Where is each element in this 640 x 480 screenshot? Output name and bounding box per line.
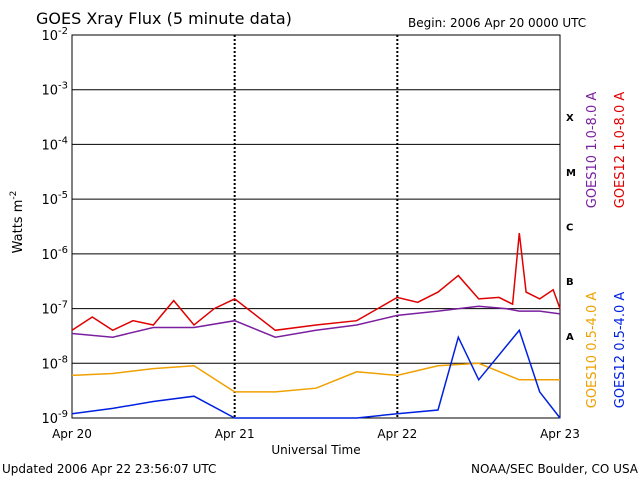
x-tick-label: Apr 23 xyxy=(540,427,580,441)
y-tick-labels: 10-2 10-3 10-4 10-5 10-6 10-7 10-8 10-9 xyxy=(41,26,68,427)
series-line xyxy=(72,330,560,418)
x-axis-label: Universal Time xyxy=(271,443,360,457)
chart-title: GOES Xray Flux (5 minute data) xyxy=(36,9,292,28)
y-tick-label: 10-4 xyxy=(41,135,68,153)
legend-entry: GOES10 0.5-4.0 A xyxy=(585,292,600,409)
y-tick-label: 10-9 xyxy=(41,409,68,427)
y-axis-label: Watts m-2 xyxy=(9,191,26,254)
grid-lines xyxy=(72,35,560,418)
x-tick-label: Apr 21 xyxy=(215,427,255,441)
flare-class-label: C xyxy=(566,223,573,234)
y-tick-label: 10-5 xyxy=(41,190,68,208)
series-line xyxy=(72,233,560,330)
flare-class-label: A xyxy=(566,332,574,343)
series-line xyxy=(72,363,560,392)
series-line xyxy=(72,306,560,337)
y-tick-label: 10-7 xyxy=(41,300,68,318)
flare-class-label: X xyxy=(566,113,574,124)
flare-class-label: B xyxy=(566,277,574,288)
source-label: NOAA/SEC Boulder, CO USA xyxy=(471,462,639,476)
legend-entry: GOES12 1.0-8.0 A xyxy=(613,92,628,209)
legend-entry: GOES12 0.5-4.0 A xyxy=(613,292,628,409)
x-tick-label: Apr 20 xyxy=(52,427,92,441)
flare-class-labels: X M C B A xyxy=(566,113,576,343)
flare-class-label: M xyxy=(566,168,576,179)
legend-entry: GOES10 1.0-8.0 A xyxy=(585,92,600,209)
y-tick-label: 10-8 xyxy=(41,354,68,372)
x-tick-label: Apr 22 xyxy=(377,427,417,441)
updated-label: Updated 2006 Apr 22 23:56:07 UTC xyxy=(2,462,216,476)
x-tick-labels: Apr 20 Apr 21 Apr 22 Apr 23 xyxy=(52,427,580,441)
y-tick-label: 10-2 xyxy=(41,26,68,44)
legend: GOES10 1.0-8.0 A GOES12 1.0-8.0 A GOES10 0… xyxy=(585,92,628,409)
y-tick-label: 10-6 xyxy=(41,245,68,263)
y-tick-label: 10-3 xyxy=(41,81,68,99)
series-layer xyxy=(72,233,560,418)
plot-frame xyxy=(72,35,560,418)
begin-label: Begin: 2006 Apr 20 0000 UTC xyxy=(408,16,586,30)
